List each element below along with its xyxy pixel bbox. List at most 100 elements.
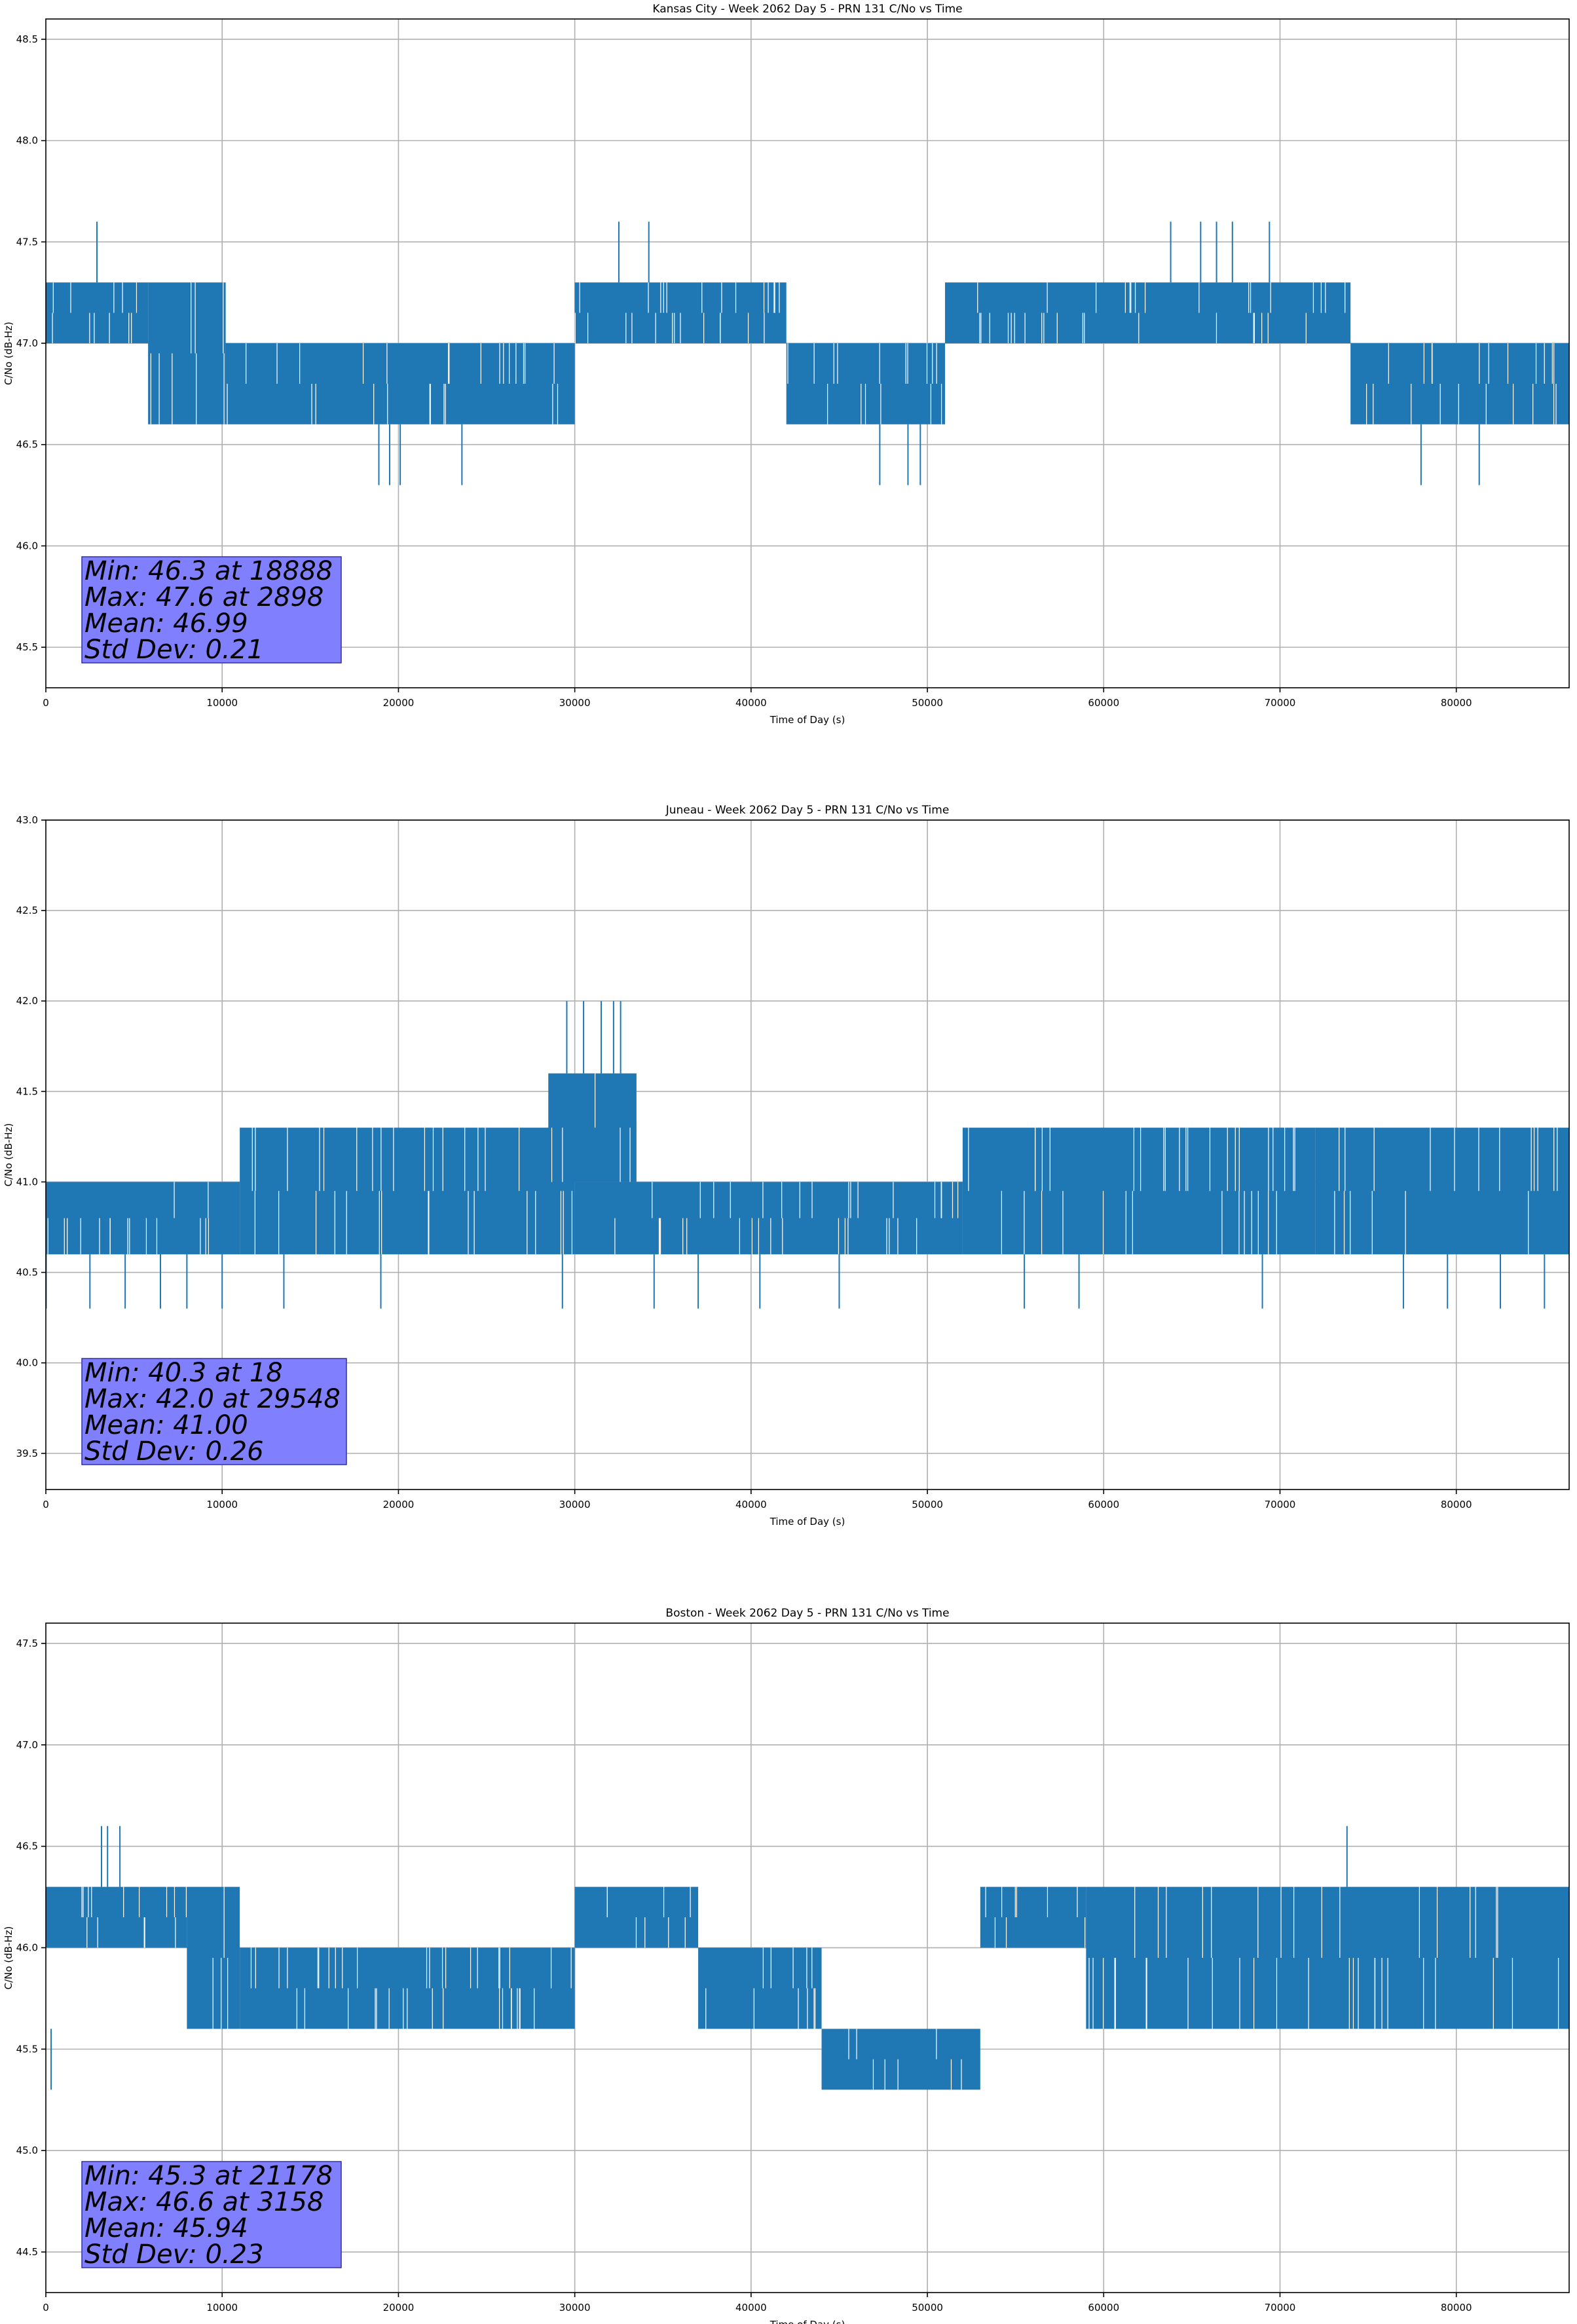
series-line: [46, 1826, 1569, 2090]
series-band: [944, 282, 1351, 344]
x-tick-label: 10000: [206, 2302, 238, 2314]
x-tick-label: 0: [43, 1499, 49, 1510]
y-tick-label: 47.0: [16, 337, 38, 349]
stats-line: Std Dev: 0.26: [84, 1436, 264, 1467]
y-tick-label: 47.5: [16, 236, 38, 248]
x-tick-label: 30000: [559, 697, 591, 709]
stats-line: Std Dev: 0.21: [84, 635, 264, 665]
series-band: [548, 1073, 637, 1182]
x-tick-label: 50000: [912, 2302, 943, 2314]
stats-line: Max: 47.6 at 2898: [84, 582, 324, 612]
stats-line: Min: 46.3 at 18888: [84, 556, 333, 586]
x-tick-label: 80000: [1441, 1499, 1472, 1510]
axes-frame: [45, 819, 1570, 1490]
series-band: [46, 282, 149, 344]
chart-title: Juneau - Week 2062 Day 5 - PRN 131 C/No …: [665, 804, 950, 817]
ticks: 0 10000 20000 30000 40000 50000 60000 70000 8000…: [16, 814, 1472, 1510]
y-axis-label: C/No (dB-Hz): [3, 1123, 14, 1187]
x-tick-label: 60000: [1088, 2302, 1119, 2314]
series-band: [240, 1127, 575, 1254]
x-tick-label: 70000: [1265, 697, 1296, 709]
y-tick-label: 40.5: [16, 1267, 38, 1279]
x-tick-label: 0: [43, 697, 49, 709]
y-tick-label: 40.0: [16, 1357, 38, 1369]
stats-line: Std Dev: 0.23: [84, 2240, 264, 2270]
x-tick-label: 60000: [1088, 1499, 1119, 1510]
subplot-1: 0 10000 20000 30000 40000 50000 60000 70000 8000…: [3, 804, 1570, 1527]
stats-line: Mean: 46.99: [84, 609, 248, 639]
axes-frame: [45, 18, 1570, 688]
y-tick-label: 41.0: [16, 1176, 38, 1188]
series-band: [821, 2029, 980, 2090]
series-band: [225, 343, 575, 424]
series-band: [148, 282, 226, 424]
stats-line: Mean: 45.94: [84, 2213, 248, 2243]
series-band: [574, 1182, 963, 1254]
y-tick-label: 42.5: [16, 905, 38, 916]
y-tick-label: 47.5: [16, 1638, 38, 1649]
series-band: [980, 1886, 1086, 1948]
stats-line: Max: 42.0 at 29548: [84, 1384, 341, 1414]
x-tick-label: 30000: [559, 2302, 591, 2314]
y-tick-label: 45.5: [16, 2043, 38, 2055]
x-tick-label: 40000: [735, 1499, 767, 1510]
x-tick-label: 60000: [1088, 697, 1119, 709]
y-tick-label: 46.5: [16, 439, 38, 451]
y-tick-label: 43.0: [16, 814, 38, 826]
series-band: [962, 1127, 1316, 1254]
x-tick-label: 80000: [1441, 697, 1472, 709]
x-axis-label: Time of Day (s): [770, 2319, 845, 2324]
series-line: [45, 1001, 1569, 1309]
subplot-2: 0 10000 20000 30000 40000 50000 60000 70000 8000…: [3, 1607, 1570, 2324]
ticks: 0 10000 20000 30000 40000 50000 60000 70000 8000…: [16, 33, 1472, 709]
stats-line: Mean: 41.00: [84, 1410, 248, 1440]
x-tick-label: 40000: [735, 697, 767, 709]
y-tick-label: 45.5: [16, 641, 38, 653]
y-axis-label: C/No (dB-Hz): [3, 322, 14, 385]
y-tick-label: 48.5: [16, 33, 38, 45]
stats-line: Max: 46.6 at 3158: [84, 2187, 324, 2217]
stats-line: Min: 40.3 at 18: [84, 1358, 283, 1388]
y-tick-label: 47.0: [16, 1739, 38, 1751]
x-axis-label: Time of Day (s): [770, 1516, 845, 1527]
subplot-0: 0 10000 20000 30000 40000 50000 60000 70000 8000…: [3, 3, 1570, 726]
x-tick-label: 70000: [1265, 1499, 1296, 1510]
y-tick-label: 46.0: [16, 540, 38, 552]
x-tick-label: 10000: [206, 1499, 238, 1510]
series-band: [46, 1182, 240, 1254]
series-line: [46, 221, 1569, 485]
x-tick-label: 80000: [1441, 2302, 1472, 2314]
y-axis-label: C/No (dB-Hz): [3, 1926, 14, 1990]
y-tick-label: 42.0: [16, 995, 38, 1007]
x-tick-label: 30000: [559, 1499, 591, 1510]
y-tick-label: 39.5: [16, 1448, 38, 1459]
x-tick-label: 0: [43, 2302, 49, 2314]
stats-box: [81, 556, 342, 664]
axes-frame: [45, 1622, 1570, 2293]
y-tick-label: 46.0: [16, 1942, 38, 1954]
x-tick-label: 20000: [383, 697, 415, 709]
y-tick-label: 45.0: [16, 2145, 38, 2156]
ticks: 0 10000 20000 30000 40000 50000 60000 70000 8000…: [16, 1638, 1472, 2314]
chart-title: Kansas City - Week 2062 Day 5 - PRN 131 …: [652, 3, 962, 16]
x-tick-label: 70000: [1265, 2302, 1296, 2314]
stats-box: [81, 2161, 342, 2268]
stats-box: [81, 1358, 347, 1465]
x-tick-label: 20000: [383, 1499, 415, 1510]
x-tick-label: 10000: [206, 697, 238, 709]
x-tick-label: 50000: [912, 1499, 943, 1510]
x-tick-label: 20000: [383, 2302, 415, 2314]
series-band: [1315, 1127, 1569, 1254]
x-tick-label: 50000: [912, 697, 943, 709]
y-tick-label: 41.5: [16, 1085, 38, 1097]
y-tick-label: 44.5: [16, 2246, 38, 2258]
subplots: 0 10000 20000 30000 40000 50000 60000 70000 8000…: [3, 3, 1570, 2324]
y-tick-label: 46.5: [16, 1841, 38, 1852]
x-axis-label: Time of Day (s): [770, 714, 845, 726]
stats-line: Min: 45.3 at 21178: [84, 2161, 333, 2191]
x-tick-label: 40000: [735, 2302, 767, 2314]
y-tick-label: 48.0: [16, 135, 38, 147]
series-band: [46, 1886, 187, 1948]
series-band: [698, 1947, 822, 2029]
